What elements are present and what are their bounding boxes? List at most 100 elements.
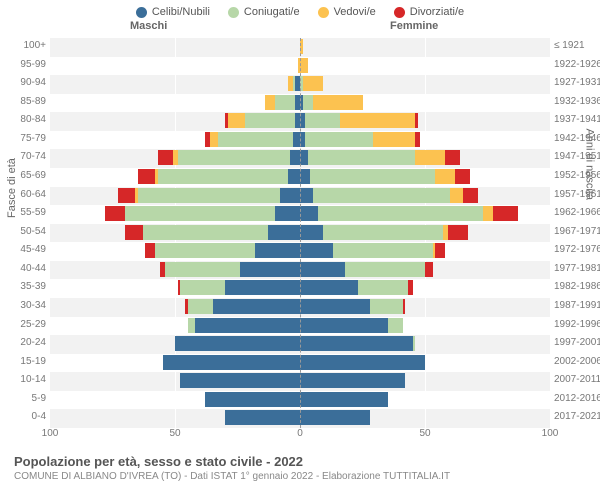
- bar-segment: [225, 410, 300, 425]
- bar-segment: [160, 262, 165, 277]
- birth-year-label: 1972-1976: [554, 244, 600, 255]
- birth-year-label: 1937-1941: [554, 114, 600, 125]
- bar-segment: [448, 225, 468, 240]
- birth-year-label: 1952-1956: [554, 170, 600, 181]
- female-bar: [300, 299, 550, 314]
- female-bar: [300, 95, 550, 110]
- plot-area: 100+≤ 192195-991922-192690-941927-193185…: [50, 38, 550, 438]
- bar-segment: [228, 113, 246, 128]
- bar-segment: [435, 169, 455, 184]
- male-bar: [50, 150, 300, 165]
- birth-year-label: 1982-1986: [554, 281, 600, 292]
- bar-segment: [300, 206, 318, 221]
- birth-year-label: 2012-2016: [554, 393, 600, 404]
- female-bar: [300, 76, 550, 91]
- age-label: 80-84: [8, 114, 46, 125]
- bar-segment: [493, 206, 518, 221]
- male-bar: [50, 188, 300, 203]
- male-bar: [50, 113, 300, 128]
- female-bar: [300, 206, 550, 221]
- chart-title: Popolazione per età, sesso e stato civil…: [14, 454, 586, 469]
- age-label: 65-69: [8, 170, 46, 181]
- bar-segment: [173, 150, 178, 165]
- female-bar: [300, 336, 550, 351]
- age-label: 0-4: [8, 411, 46, 422]
- bar-segment: [265, 95, 275, 110]
- age-label: 95-99: [8, 59, 46, 70]
- x-tick: 50: [169, 428, 180, 439]
- center-divider: [300, 38, 301, 428]
- female-bar: [300, 280, 550, 295]
- male-bar: [50, 132, 300, 147]
- legend: Celibi/Nubili Coniugati/e Vedovi/e Divorzia…: [0, 0, 600, 20]
- header-female: Femmine: [390, 20, 438, 32]
- legend-item: Celibi/Nubili: [136, 6, 210, 18]
- age-label: 55-59: [8, 207, 46, 218]
- x-tick: 100: [542, 428, 559, 439]
- male-bar: [50, 299, 300, 314]
- birth-year-label: 1957-1961: [554, 189, 600, 200]
- bar-segment: [225, 280, 300, 295]
- bar-segment: [318, 206, 483, 221]
- bar-segment: [163, 355, 301, 370]
- legend-label: Celibi/Nubili: [152, 6, 210, 18]
- legend-swatch: [228, 7, 239, 18]
- legend-item: Vedovi/e: [318, 6, 376, 18]
- age-label: 25-29: [8, 319, 46, 330]
- birth-year-label: 1997-2001: [554, 337, 600, 348]
- bar-segment: [305, 113, 340, 128]
- bar-segment: [450, 188, 463, 203]
- bar-segment: [388, 318, 403, 333]
- female-bar: [300, 58, 550, 73]
- bar-segment: [210, 132, 218, 147]
- female-bar: [300, 132, 550, 147]
- bar-segment: [403, 299, 406, 314]
- age-label: 10-14: [8, 374, 46, 385]
- bar-segment: [300, 355, 425, 370]
- bar-segment: [300, 150, 308, 165]
- bar-segment: [300, 373, 405, 388]
- legend-item: Coniugati/e: [228, 6, 300, 18]
- bar-segment: [300, 336, 413, 351]
- bar-segment: [300, 243, 333, 258]
- female-bar: [300, 150, 550, 165]
- male-bar: [50, 392, 300, 407]
- bar-segment: [463, 188, 478, 203]
- age-label: 45-49: [8, 244, 46, 255]
- bar-segment: [313, 95, 363, 110]
- age-label: 60-64: [8, 189, 46, 200]
- bar-segment: [455, 169, 470, 184]
- male-bar: [50, 39, 300, 54]
- bar-segment: [105, 206, 125, 221]
- header-male: Maschi: [130, 20, 167, 32]
- bar-segment: [413, 336, 416, 351]
- bar-segment: [415, 132, 420, 147]
- bar-segment: [435, 243, 445, 258]
- x-tick: 100: [42, 428, 59, 439]
- male-bar: [50, 76, 300, 91]
- bar-segment: [323, 225, 443, 240]
- bar-segment: [213, 299, 301, 314]
- female-bar: [300, 169, 550, 184]
- bar-segment: [165, 262, 240, 277]
- bar-segment: [255, 243, 300, 258]
- bar-segment: [225, 113, 228, 128]
- bar-segment: [125, 206, 275, 221]
- birth-year-label: 2002-2006: [554, 356, 600, 367]
- female-bar: [300, 318, 550, 333]
- bar-segment: [415, 150, 445, 165]
- bar-segment: [300, 225, 323, 240]
- legend-label: Divorziati/e: [410, 6, 464, 18]
- female-bar: [300, 113, 550, 128]
- bar-segment: [300, 392, 388, 407]
- bar-segment: [195, 318, 300, 333]
- legend-swatch: [394, 7, 405, 18]
- bar-segment: [345, 262, 425, 277]
- legend-swatch: [136, 7, 147, 18]
- male-bar: [50, 373, 300, 388]
- male-bar: [50, 410, 300, 425]
- birth-year-label: 1922-1926: [554, 59, 600, 70]
- bar-segment: [138, 169, 156, 184]
- bar-segment: [300, 188, 313, 203]
- bar-segment: [408, 280, 413, 295]
